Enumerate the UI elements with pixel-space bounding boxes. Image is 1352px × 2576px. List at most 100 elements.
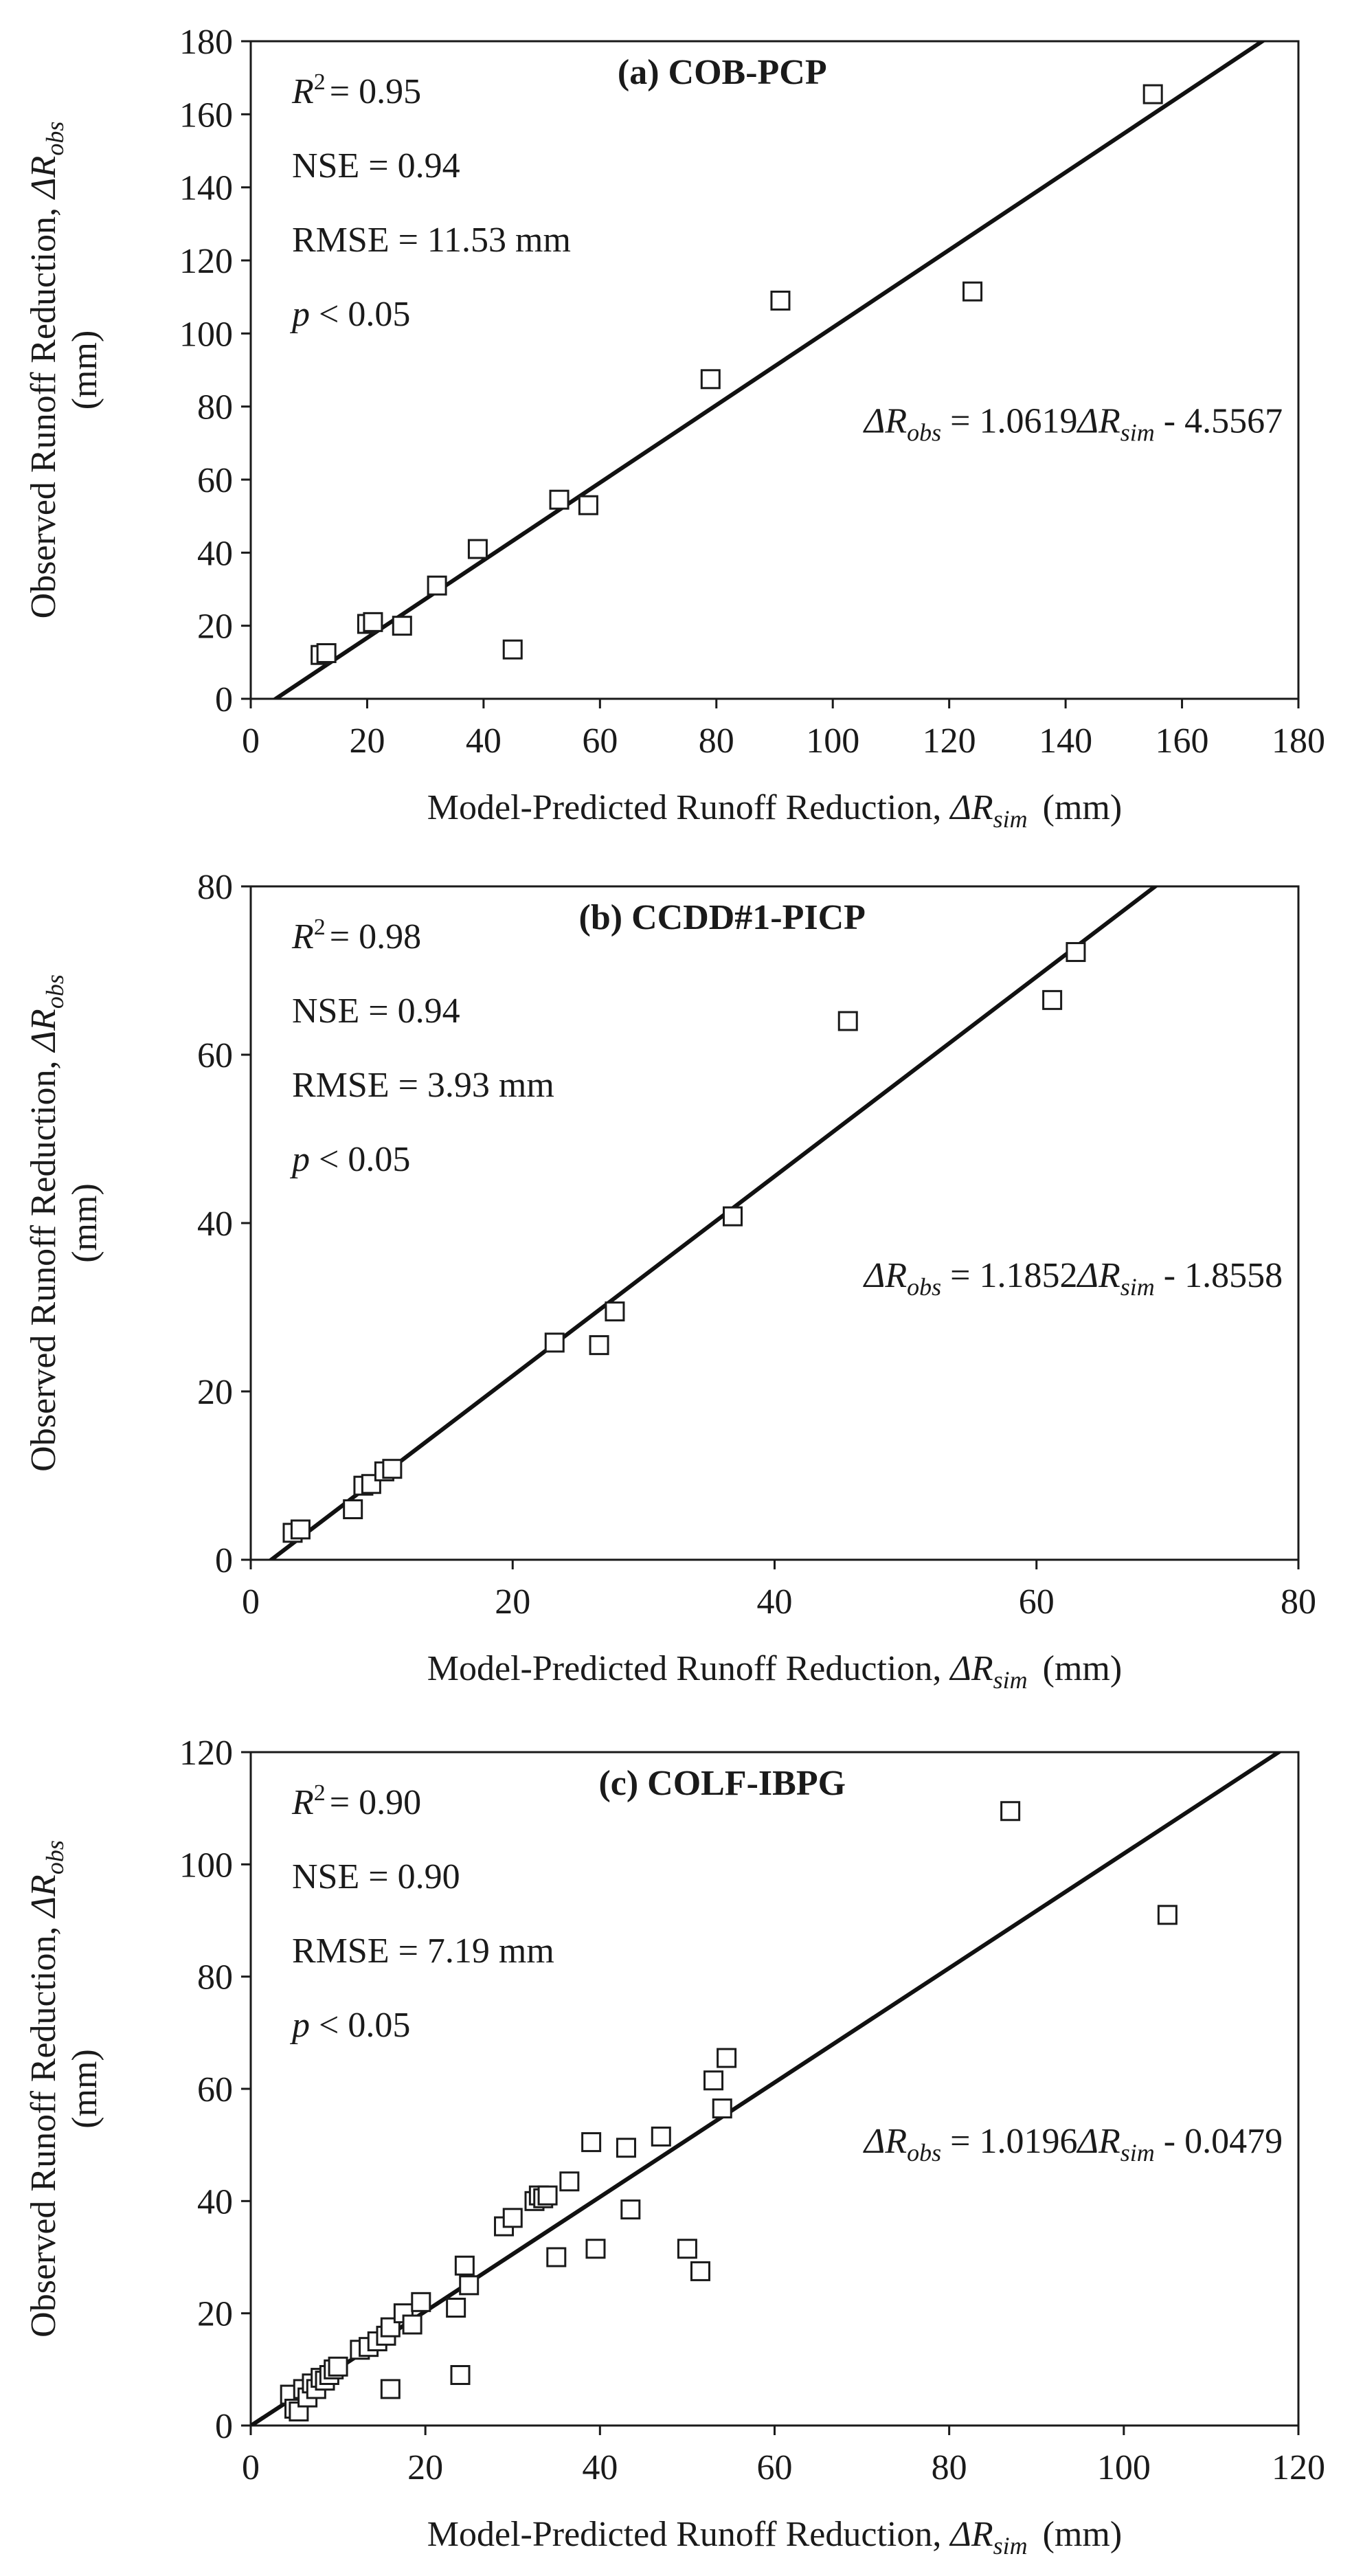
x-axis-unit: (mm): [1043, 1649, 1123, 1688]
eq-rhs-sub: sim: [1120, 2139, 1155, 2166]
rmse-stat: RMSE = 7.19 mm: [292, 1931, 554, 1971]
x-tick-label: 120: [923, 721, 976, 761]
y-tick-label: 40: [197, 534, 233, 573]
data-point: [316, 643, 337, 664]
y-tick-label: 60: [197, 2070, 233, 2109]
y-tick-label: 20: [197, 607, 233, 647]
nse-stat: NSE = 0.94: [292, 146, 460, 186]
data-point: [380, 2379, 401, 2399]
p-label: p: [289, 295, 310, 334]
p-value: < 0.05: [310, 1140, 410, 1179]
data-point: [578, 495, 598, 515]
data-point: [290, 1519, 311, 1540]
y-tick-label: 20: [197, 2295, 233, 2334]
data-point: [589, 1335, 609, 1356]
data-point: [585, 2239, 606, 2259]
r2-value: = 0.98: [330, 917, 421, 956]
data-point: [427, 575, 447, 596]
y-axis-var: ΔR: [24, 156, 63, 200]
y-tick-label: 0: [215, 680, 233, 719]
x-tick-label: 0: [242, 721, 260, 761]
data-point: [1000, 1801, 1021, 1822]
r2-stat: R2 = 0.95: [291, 69, 421, 111]
data-point: [328, 2356, 348, 2377]
panel-1: 0 20 40 60 80 100 120 140 160 180 0 20 40 60 80 100 120 1…: [24, 23, 1325, 833]
y-tick-label: 60: [197, 1036, 233, 1075]
eq-lhs-sub: obs: [907, 1273, 941, 1301]
eq-tail: - 1.8558: [1155, 1256, 1283, 1295]
panel-title: (b) CCDD#1-PICP: [579, 898, 866, 937]
x-tick-label: 80: [699, 721, 734, 761]
data-point: [402, 2314, 422, 2335]
y-axis-sub: obs: [41, 974, 69, 1009]
x-tick-label: 120: [1272, 2448, 1325, 2487]
eq-tail: - 4.5567: [1155, 401, 1283, 440]
y-tick-label: 80: [197, 868, 233, 907]
data-point: [537, 2185, 558, 2206]
panel-title: (a) COB-PCP: [618, 53, 827, 92]
panel-2: 0 20 40 60 80 0 20 40 60 80 Model-Predicted Runoff…: [24, 868, 1316, 1694]
regression-equation: ΔRobs = 1.0196ΔRsim - 0.0479: [863, 2122, 1283, 2166]
y-axis-sub: obs: [41, 1840, 69, 1874]
data-point: [392, 616, 412, 636]
data-point: [770, 290, 791, 311]
p-label: p: [289, 2006, 310, 2045]
eq-mid: = 1.1852: [941, 1256, 1077, 1295]
x-axis-var: ΔR: [949, 1649, 993, 1688]
data-point: [700, 369, 721, 390]
x-tick-label: 40: [466, 721, 502, 761]
y-tick-label: 120: [179, 242, 233, 281]
eq-tail: - 0.0479: [1155, 2122, 1283, 2161]
r2-sup: 2: [314, 1780, 326, 1806]
x-axis-var: ΔR: [949, 788, 993, 827]
y-tick-label: 0: [215, 2407, 233, 2446]
eq-rhs-sub: sim: [1120, 1273, 1155, 1301]
r2-label: R: [291, 1783, 314, 1822]
p-label: p: [289, 1140, 310, 1179]
eq-rhs-sub: sim: [1120, 418, 1155, 446]
data-point: [459, 2275, 480, 2296]
r2-stat: R2 = 0.90: [291, 1780, 421, 1822]
data-point: [1142, 84, 1163, 104]
x-tick-label: 40: [757, 1582, 793, 1622]
eq-rhs-var: ΔR: [1076, 401, 1120, 440]
y-tick-label: 100: [179, 1846, 233, 1885]
data-point: [546, 2247, 567, 2267]
y-axis-title-text: Observed Runoff Reduction,: [24, 199, 63, 618]
x-axis-sub: sim: [993, 1666, 1028, 1694]
eq-lhs-sub: obs: [907, 418, 941, 446]
r2-value: = 0.95: [330, 72, 421, 111]
y-tick-label: 100: [179, 315, 233, 354]
data-point: [717, 2048, 737, 2068]
rmse-stat: RMSE = 11.53 mm: [292, 221, 571, 260]
x-axis-title-text: Model-Predicted Runoff Reduction,: [427, 1649, 951, 1688]
x-axis-title-text: Model-Predicted Runoff Reduction,: [427, 788, 951, 827]
x-tick-label: 80: [1281, 1582, 1316, 1622]
nse-stat: NSE = 0.90: [292, 1857, 460, 1896]
data-point: [616, 2138, 636, 2158]
y-axis-title-text: Observed Runoff Reduction,: [24, 1917, 63, 2337]
y-tick-label: 0: [215, 1541, 233, 1580]
x-axis-title: Model-Predicted Runoff Reduction, ΔRsim (…: [427, 2515, 1122, 2560]
data-point: [1157, 1905, 1178, 1925]
x-tick-label: 160: [1156, 721, 1209, 761]
eq-lhs-sub: obs: [907, 2139, 941, 2166]
y-axis-var: ΔR: [24, 1009, 63, 1053]
data-point: [962, 281, 983, 302]
y-axis-title: Observed Runoff Reduction, ΔRobs: [24, 122, 69, 619]
p-stat: p < 0.05: [289, 295, 410, 334]
eq-lhs-var: ΔR: [863, 1256, 907, 1295]
x-axis-unit: (mm): [1043, 2515, 1123, 2554]
r2-label: R: [291, 917, 314, 956]
y-axis-unit: (mm): [65, 2049, 104, 2129]
x-tick-label: 140: [1039, 721, 1092, 761]
fit-line: [271, 41, 1266, 699]
x-tick-label: 0: [242, 2448, 260, 2487]
y-tick-label: 60: [197, 461, 233, 500]
x-tick-label: 60: [757, 2448, 793, 2487]
eq-mid: = 1.0619: [941, 401, 1077, 440]
data-point: [620, 2199, 641, 2220]
y-axis-unit: (mm): [65, 331, 104, 410]
x-tick-label: 40: [582, 2448, 618, 2487]
